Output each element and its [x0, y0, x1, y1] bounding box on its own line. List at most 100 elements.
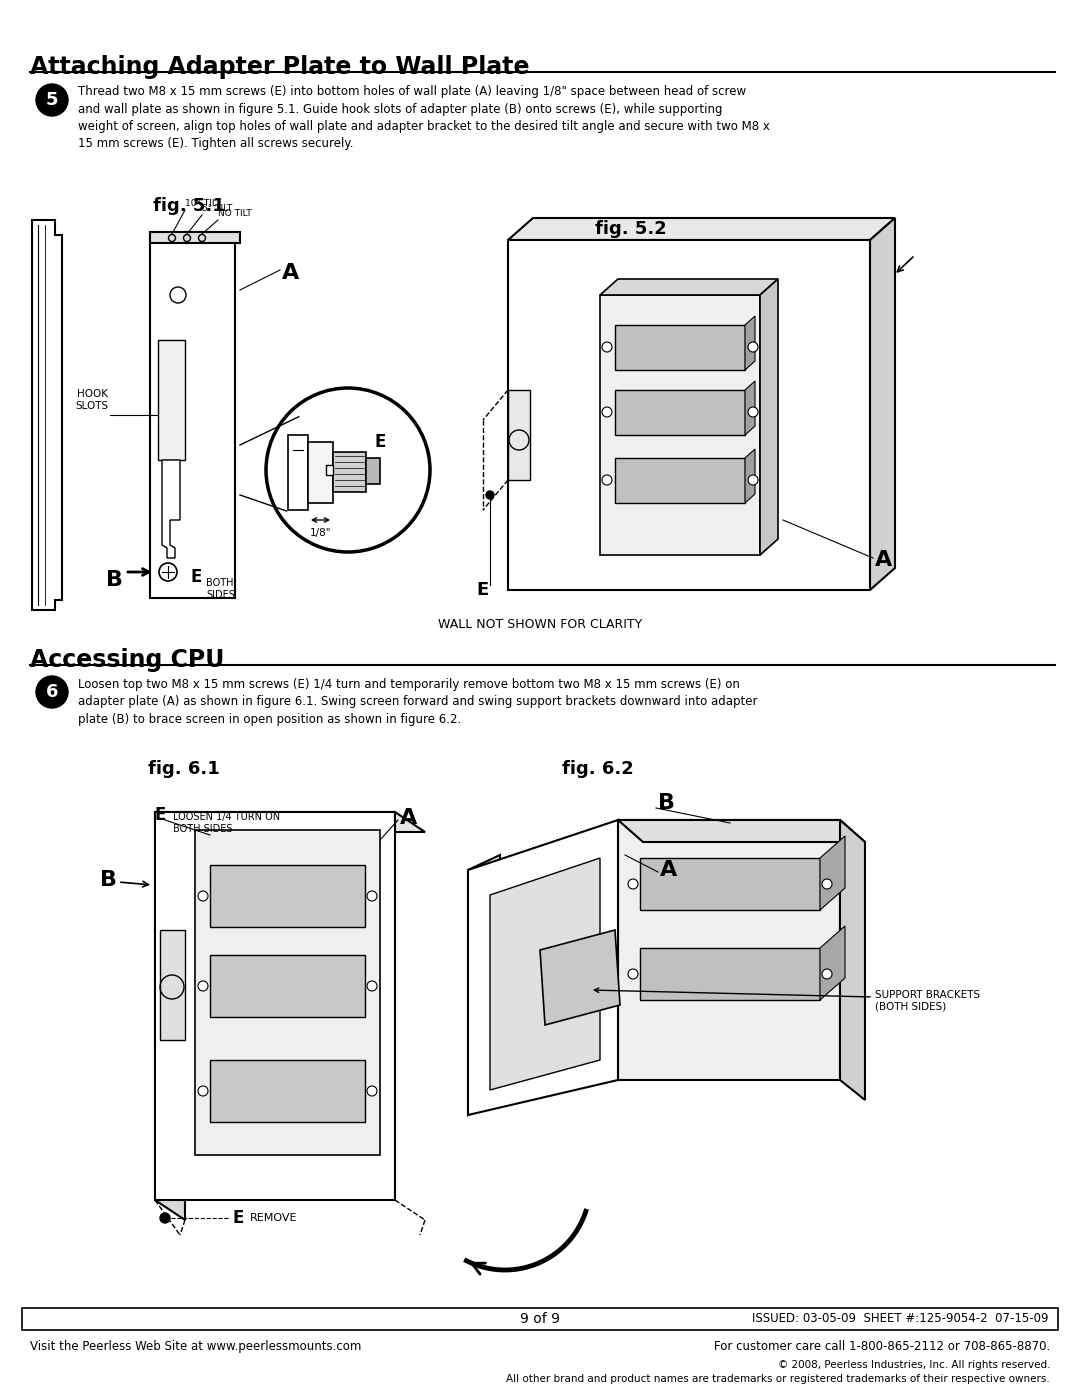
Circle shape: [160, 1213, 170, 1222]
Circle shape: [627, 970, 638, 979]
Circle shape: [198, 1085, 208, 1097]
Text: For customer care call 1-800-865-2112 or 708-865-8870.: For customer care call 1-800-865-2112 or…: [714, 1340, 1050, 1354]
Polygon shape: [615, 458, 745, 503]
Text: B: B: [100, 870, 117, 890]
Text: A: A: [282, 263, 299, 284]
Polygon shape: [195, 830, 380, 1155]
Text: 5° TILT: 5° TILT: [202, 204, 232, 212]
Circle shape: [748, 342, 758, 352]
Polygon shape: [508, 218, 895, 240]
Text: fig. 6.1: fig. 6.1: [148, 760, 219, 778]
Text: Thread two M8 x 15 mm screws (E) into bottom holes of wall plate (A) leaving 1/8: Thread two M8 x 15 mm screws (E) into bo…: [78, 85, 770, 151]
Polygon shape: [162, 460, 180, 557]
Text: ISSUED: 03-05-09  SHEET #:125-9054-2  07-15-09: ISSUED: 03-05-09 SHEET #:125-9054-2 07-1…: [752, 1313, 1048, 1326]
Text: All other brand and product names are trademarks or registered trademarks of the: All other brand and product names are tr…: [507, 1375, 1050, 1384]
Circle shape: [198, 891, 208, 901]
Text: 5: 5: [45, 91, 58, 109]
Circle shape: [198, 981, 208, 990]
Polygon shape: [156, 812, 426, 833]
Polygon shape: [640, 858, 820, 909]
Text: E: E: [375, 433, 387, 451]
Polygon shape: [600, 295, 760, 555]
Circle shape: [822, 970, 832, 979]
Polygon shape: [745, 448, 755, 503]
Text: Loosen top two M8 x 15 mm screws (E) 1/4 turn and temporarily remove bottom two : Loosen top two M8 x 15 mm screws (E) 1/4…: [78, 678, 757, 726]
Circle shape: [748, 407, 758, 416]
Text: A: A: [400, 807, 417, 828]
Text: fig. 5.1: fig. 5.1: [153, 197, 225, 215]
Text: E: E: [232, 1208, 243, 1227]
Circle shape: [159, 563, 177, 581]
Polygon shape: [820, 926, 845, 1000]
Polygon shape: [468, 855, 500, 1115]
Polygon shape: [508, 390, 530, 481]
Text: NO TILT: NO TILT: [218, 210, 252, 218]
Circle shape: [602, 342, 612, 352]
Polygon shape: [490, 858, 600, 1090]
Polygon shape: [156, 812, 395, 1200]
Polygon shape: [508, 240, 870, 590]
Polygon shape: [22, 1308, 1058, 1330]
Circle shape: [602, 475, 612, 485]
Polygon shape: [210, 1060, 365, 1122]
Text: fig. 6.2: fig. 6.2: [562, 760, 634, 778]
Circle shape: [367, 981, 377, 990]
Polygon shape: [210, 865, 365, 928]
Polygon shape: [615, 390, 745, 434]
Text: © 2008, Peerless Industries, Inc. All rights reserved.: © 2008, Peerless Industries, Inc. All ri…: [778, 1361, 1050, 1370]
Polygon shape: [540, 930, 620, 1025]
Text: A: A: [875, 550, 892, 570]
Polygon shape: [158, 339, 185, 460]
Circle shape: [822, 879, 832, 888]
Polygon shape: [615, 326, 745, 370]
Polygon shape: [308, 441, 333, 503]
Text: 10° TILT: 10° TILT: [185, 198, 221, 208]
Polygon shape: [745, 316, 755, 370]
Text: BOTH
SIDES: BOTH SIDES: [206, 578, 234, 599]
Text: 1/8": 1/8": [310, 528, 332, 538]
Circle shape: [36, 84, 68, 116]
Circle shape: [602, 407, 612, 416]
Polygon shape: [333, 453, 366, 492]
Text: 9 of 9: 9 of 9: [519, 1312, 561, 1326]
Text: WALL NOT SHOWN FOR CLARITY: WALL NOT SHOWN FOR CLARITY: [437, 617, 643, 631]
Polygon shape: [210, 956, 365, 1017]
Circle shape: [367, 891, 377, 901]
Polygon shape: [870, 218, 895, 590]
Polygon shape: [160, 930, 185, 1039]
Polygon shape: [150, 232, 240, 243]
Text: E: E: [190, 569, 201, 585]
Polygon shape: [618, 820, 840, 1080]
Text: SUPPORT BRACKETS
(BOTH SIDES): SUPPORT BRACKETS (BOTH SIDES): [875, 990, 981, 1011]
Text: REMOVE: REMOVE: [249, 1213, 297, 1222]
Text: A: A: [660, 861, 677, 880]
Text: HOOK
SLOTS: HOOK SLOTS: [76, 390, 109, 411]
Polygon shape: [468, 820, 618, 1115]
Text: 6: 6: [45, 683, 58, 701]
Text: E: E: [476, 581, 488, 599]
Polygon shape: [820, 835, 845, 909]
Circle shape: [367, 1085, 377, 1097]
Polygon shape: [366, 458, 380, 483]
Polygon shape: [640, 949, 820, 1000]
Polygon shape: [150, 232, 235, 598]
Polygon shape: [32, 219, 62, 610]
Circle shape: [266, 388, 430, 552]
Text: LOOSEN 1/4 TURN ON
BOTH SIDES: LOOSEN 1/4 TURN ON BOTH SIDES: [173, 812, 280, 834]
Text: B: B: [658, 793, 675, 813]
Text: Attaching Adapter Plate to Wall Plate: Attaching Adapter Plate to Wall Plate: [30, 54, 529, 80]
Circle shape: [627, 879, 638, 888]
Circle shape: [748, 475, 758, 485]
Polygon shape: [600, 279, 778, 295]
Polygon shape: [618, 820, 865, 842]
Text: B: B: [106, 570, 123, 590]
Text: E: E: [156, 806, 166, 824]
Text: Visit the Peerless Web Site at www.peerlessmounts.com: Visit the Peerless Web Site at www.peerl…: [30, 1340, 362, 1354]
Circle shape: [36, 676, 68, 708]
Text: fig. 5.2: fig. 5.2: [595, 219, 666, 237]
Polygon shape: [840, 820, 865, 1099]
Polygon shape: [288, 434, 308, 510]
Text: Accessing CPU: Accessing CPU: [30, 648, 225, 672]
Circle shape: [486, 490, 494, 499]
Polygon shape: [760, 279, 778, 555]
